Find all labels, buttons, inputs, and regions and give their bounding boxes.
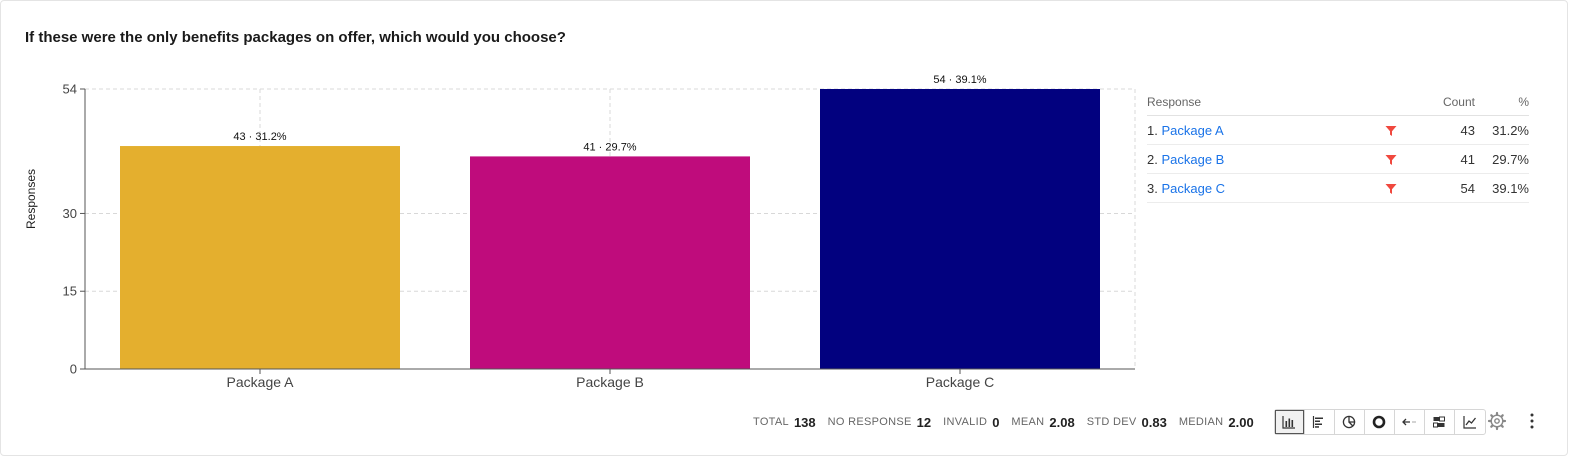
filter-cell: [1385, 115, 1425, 145]
header-response: Response: [1147, 89, 1385, 116]
x-tick-label: Package B: [576, 374, 644, 390]
stat-value: 12: [916, 414, 932, 430]
header-count: Count: [1425, 89, 1475, 116]
row-index: 2.: [1147, 151, 1158, 167]
header-pct: %: [1475, 89, 1529, 116]
bar-data-label: 54 · 39.1%: [933, 74, 986, 86]
pct-cell: 29.7%: [1475, 144, 1529, 174]
count-cell: 43: [1425, 115, 1475, 145]
response-cell: 2. Package B: [1147, 144, 1385, 174]
y-tick-label: 0: [70, 362, 77, 377]
x-tick-label: Package C: [926, 374, 994, 390]
response-cell: 3. Package C: [1147, 173, 1385, 203]
bar: [820, 89, 1100, 369]
filter-cell: [1385, 173, 1425, 203]
filter-icon[interactable]: [1385, 183, 1397, 195]
horizontal-bar-button[interactable]: [1305, 410, 1335, 434]
stat-label: MEAN: [1011, 416, 1045, 428]
y-axis-label: Responses: [24, 169, 38, 229]
arrow-left-icon: [1402, 418, 1417, 426]
stat-label: MEDIAN: [1178, 416, 1224, 428]
table-row: 3. Package C 54 39.1%: [1147, 173, 1529, 203]
stat-median: MEDIAN 2.00: [1179, 415, 1254, 430]
filter-icon[interactable]: [1385, 125, 1397, 137]
response-cell: 1. Package A: [1147, 115, 1385, 145]
bar: [470, 156, 750, 369]
gear-icon[interactable]: [1487, 411, 1507, 431]
stat-value: 0: [992, 414, 1000, 430]
stat-label: TOTAL: [753, 416, 789, 428]
pct-cell: 39.1%: [1475, 173, 1529, 203]
count-cell: 41: [1425, 144, 1475, 174]
stat-value: 0.83: [1141, 414, 1167, 430]
axes: 0 15 30 54 Package A Package B Package C: [63, 82, 1135, 390]
stat-no-response: NO RESPONSE 12: [828, 415, 931, 430]
bar-data-label: 41 · 29.7%: [583, 141, 636, 153]
bar-data-label: 43 · 31.2%: [233, 131, 286, 143]
x-tick-label: Package A: [227, 374, 295, 390]
row-index: 1.: [1147, 122, 1158, 138]
table-header-row: Response Count %: [1147, 89, 1529, 116]
pct-cell: 31.2%: [1475, 115, 1529, 145]
stat-std-dev: STD DEV 0.83: [1087, 415, 1167, 430]
stat-invalid: INVALID 0: [943, 415, 999, 430]
response-link-package-a[interactable]: Package A: [1161, 122, 1224, 138]
stat-value: 2.08: [1049, 414, 1075, 430]
y-tick-label: 30: [63, 206, 77, 221]
stacked-bar-button[interactable]: [1425, 410, 1455, 434]
stacked-bar-icon: [1433, 416, 1446, 428]
count-cell: 54: [1425, 173, 1475, 203]
bar-chart-button[interactable]: [1274, 410, 1305, 434]
pie-chart-icon: [1342, 415, 1356, 429]
y-tick-label: 54: [63, 82, 77, 97]
stat-total: TOTAL 138: [753, 415, 816, 430]
stat-value: 2.00: [1228, 414, 1254, 430]
filter-cell: [1385, 144, 1425, 174]
bar: [120, 146, 400, 369]
horizontal-bar-icon: [1313, 416, 1324, 428]
stat-value: 138: [793, 414, 816, 430]
stat-mean: MEAN 2.08: [1011, 415, 1074, 430]
header-filter: [1385, 89, 1425, 116]
response-table: Response Count % 1. Package A 43 31.2%: [1147, 89, 1529, 203]
arrow-left-button[interactable]: [1395, 410, 1425, 434]
bar-chart-icon: [1282, 416, 1296, 429]
donut-chart-icon: [1372, 415, 1386, 429]
response-link-package-b[interactable]: Package B: [1161, 151, 1225, 167]
table-row: 1. Package A 43 31.2%: [1147, 115, 1529, 145]
question-title: If these were the only benefits packages…: [25, 29, 566, 46]
stat-label: INVALID: [943, 416, 988, 428]
chart-card: If these were the only benefits packages…: [0, 0, 1568, 456]
response-link-package-c[interactable]: Package C: [1161, 180, 1226, 196]
filter-icon[interactable]: [1385, 154, 1397, 166]
stat-label: NO RESPONSE: [827, 416, 912, 428]
more-options-icon[interactable]: [1525, 411, 1539, 431]
line-chart-button[interactable]: [1455, 410, 1485, 434]
pie-chart-button[interactable]: [1335, 410, 1365, 434]
chart-type-toolbar: [1273, 409, 1486, 435]
y-tick-label: 15: [63, 284, 77, 299]
stats-footer: TOTAL 138 NO RESPONSE 12 INVALID 0 MEAN …: [753, 409, 1486, 435]
donut-chart-button[interactable]: [1365, 410, 1395, 434]
bar-chart: 43 · 31.2% 41 · 29.7% 54 · 39.1% 0 15 30 54 Pa…: [24, 74, 1136, 390]
line-chart-icon: [1463, 416, 1476, 429]
table-row: 2. Package B 41 29.7%: [1147, 144, 1529, 174]
bars: 43 · 31.2% 41 · 29.7% 54 · 39.1%: [120, 74, 1100, 369]
stat-label: STD DEV: [1086, 416, 1137, 428]
row-index: 3.: [1147, 180, 1158, 196]
